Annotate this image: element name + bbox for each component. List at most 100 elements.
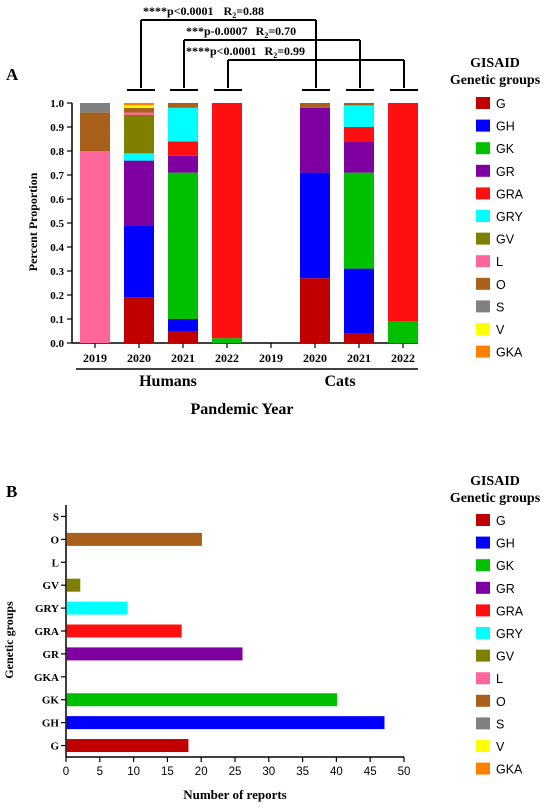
bar-segment-gry <box>168 107 198 142</box>
legend-swatch-g <box>476 97 490 109</box>
humans-group-label: Humans <box>139 373 197 390</box>
x-tick-label: 2022 <box>391 351 415 365</box>
bar-gry <box>66 601 128 615</box>
x-tick-label: 5 <box>97 766 103 778</box>
y-tick-label: 0.2 <box>50 290 64 302</box>
legend-swatch-v <box>476 323 490 335</box>
x-tick-label: 30 <box>262 766 275 778</box>
legend-swatch-gv <box>476 232 490 245</box>
legend-label-g: G <box>496 97 506 111</box>
comparison-2021-label: ***p-0.0007 R2=0.70 <box>186 24 296 40</box>
legend-label-o: O <box>496 695 506 709</box>
bar-gk <box>66 693 338 707</box>
legend-swatch-s <box>476 300 490 313</box>
bar-segment-gry <box>124 153 154 161</box>
y-tick-label: 0.7 <box>50 170 64 182</box>
legend-a-title-line2: Genetic groups <box>450 73 541 88</box>
legend-label-s: S <box>496 717 504 731</box>
bar-segment-gk <box>388 321 418 343</box>
legend-swatch-gry <box>476 210 490 222</box>
x-tick-label: 15 <box>161 766 174 778</box>
legend-label-gh: GH <box>496 537 515 551</box>
legend-swatch-gk <box>476 559 490 572</box>
y-tick-label: 0.8 <box>50 146 64 158</box>
panel-b-label: B <box>6 482 17 501</box>
legend-label-v: V <box>496 323 505 337</box>
legend-swatch-gr <box>476 164 490 177</box>
legend-label-gr: GR <box>496 582 515 596</box>
y-tick-label: GKA <box>34 672 59 684</box>
x-tick-label: 2019 <box>259 351 283 365</box>
y-tick-label: 0.1 <box>50 314 64 326</box>
legend-label-gv: GV <box>496 650 515 664</box>
legend-label-gk: GK <box>496 559 515 573</box>
x-tick-label: 2022 <box>215 351 239 365</box>
bar-segment-o <box>124 107 154 113</box>
legend-swatch-gka <box>476 762 490 775</box>
comparison-2020-label: ****p<0.0001 R2=0.88 <box>143 4 264 20</box>
y-tick-label: S <box>53 511 59 523</box>
bar-segment-gv <box>124 115 154 154</box>
bar-o <box>66 532 202 546</box>
bar-segment-s <box>80 103 110 113</box>
bar-segment-o <box>300 103 330 108</box>
x-tick-label: 0 <box>63 766 69 778</box>
bar-g <box>66 739 189 753</box>
x-tick-label: 2020 <box>127 351 151 365</box>
legend-b-title-line1: GISAID <box>470 474 520 489</box>
bar-segment-gk <box>168 172 198 319</box>
x-tick-label: 2021 <box>171 351 195 365</box>
y-tick-label: 0.4 <box>50 242 64 254</box>
x-tick-label: 2020 <box>303 351 327 365</box>
legend-label-gry: GRY <box>496 210 524 224</box>
panel-b-x-axis-label: Number of reports <box>183 787 287 802</box>
legend-label-gk: GK <box>496 142 515 156</box>
bar-segment-l <box>80 151 110 343</box>
legend-label-l: L <box>496 672 503 686</box>
x-tick-label: 2021 <box>347 351 371 365</box>
bar-segment-o <box>80 112 110 151</box>
panel-a-label: A <box>6 65 19 84</box>
bar-segment-gh <box>124 225 154 298</box>
bar-segment-o <box>344 103 374 106</box>
x-tick-label: 35 <box>296 766 309 778</box>
panel-a-y-ticks: 0.0 0.1 0.2 0.3 0.4 0.5 0.6 0.7 0.8 0.9 1.0 <box>50 98 72 350</box>
panel-b-bars <box>66 532 385 753</box>
bar-segment-g <box>344 333 374 343</box>
legend-swatch-g <box>476 514 490 526</box>
y-tick-label: GH <box>42 718 60 730</box>
legend-label-gka: GKA <box>496 346 523 360</box>
significance-brackets <box>127 19 418 91</box>
legend-label-gra: GRA <box>496 187 524 201</box>
bar-segment-gr <box>300 107 330 173</box>
panel-a-y-axis-label: Percent Proportion <box>26 172 40 271</box>
bar-gra <box>66 624 182 638</box>
legend-label-gh: GH <box>496 120 515 134</box>
x-tick-label: 50 <box>398 766 411 778</box>
y-tick-label: 1.0 <box>50 98 64 110</box>
y-tick-label: GRY <box>35 603 59 615</box>
legend-swatch-gry <box>476 627 490 639</box>
bracket-2020 <box>127 19 330 91</box>
legend-label-v: V <box>496 740 505 754</box>
bar-segment-gra <box>168 141 198 156</box>
legend-swatch-gka <box>476 345 490 358</box>
x-tick-label: 45 <box>364 766 377 778</box>
legend-swatch-s <box>476 717 490 730</box>
bar-segment-gr <box>124 160 154 226</box>
legend-swatch-gra <box>476 187 490 200</box>
bar-segment-gk <box>344 172 374 269</box>
x-tick-label: 25 <box>229 766 242 778</box>
panel-b-x-ticks: 0 5 10 15 20 25 30 35 40 45 50 <box>63 757 411 778</box>
panel-a-bars <box>80 103 418 343</box>
y-tick-label: GRA <box>35 626 60 638</box>
legend-label-o: O <box>496 278 506 292</box>
legend-label-gry: GRY <box>496 627 524 641</box>
y-tick-label: 0.3 <box>50 266 64 278</box>
y-tick-label: GR <box>43 649 61 661</box>
legend-swatch-gv <box>476 649 490 662</box>
bar-segment-gra <box>344 127 374 142</box>
